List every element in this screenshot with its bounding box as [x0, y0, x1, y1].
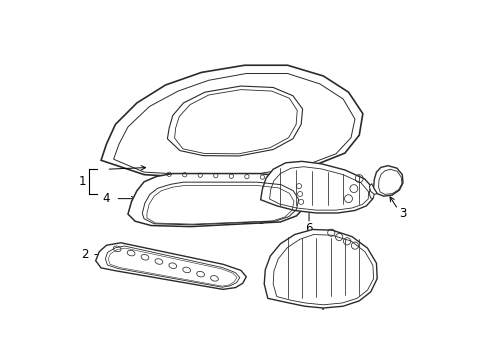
- Text: 5: 5: [256, 214, 264, 227]
- Polygon shape: [260, 161, 373, 213]
- Text: 2: 2: [81, 248, 88, 261]
- Polygon shape: [368, 189, 373, 199]
- Polygon shape: [96, 243, 246, 289]
- Text: 1: 1: [78, 175, 85, 188]
- Text: 3: 3: [399, 207, 406, 220]
- Text: 4: 4: [102, 192, 110, 205]
- Text: 6: 6: [305, 221, 312, 235]
- Polygon shape: [101, 65, 362, 178]
- Text: 7: 7: [319, 300, 326, 313]
- Polygon shape: [128, 174, 306, 226]
- Polygon shape: [368, 184, 376, 194]
- Polygon shape: [373, 166, 402, 196]
- Polygon shape: [167, 86, 302, 156]
- Polygon shape: [264, 229, 376, 308]
